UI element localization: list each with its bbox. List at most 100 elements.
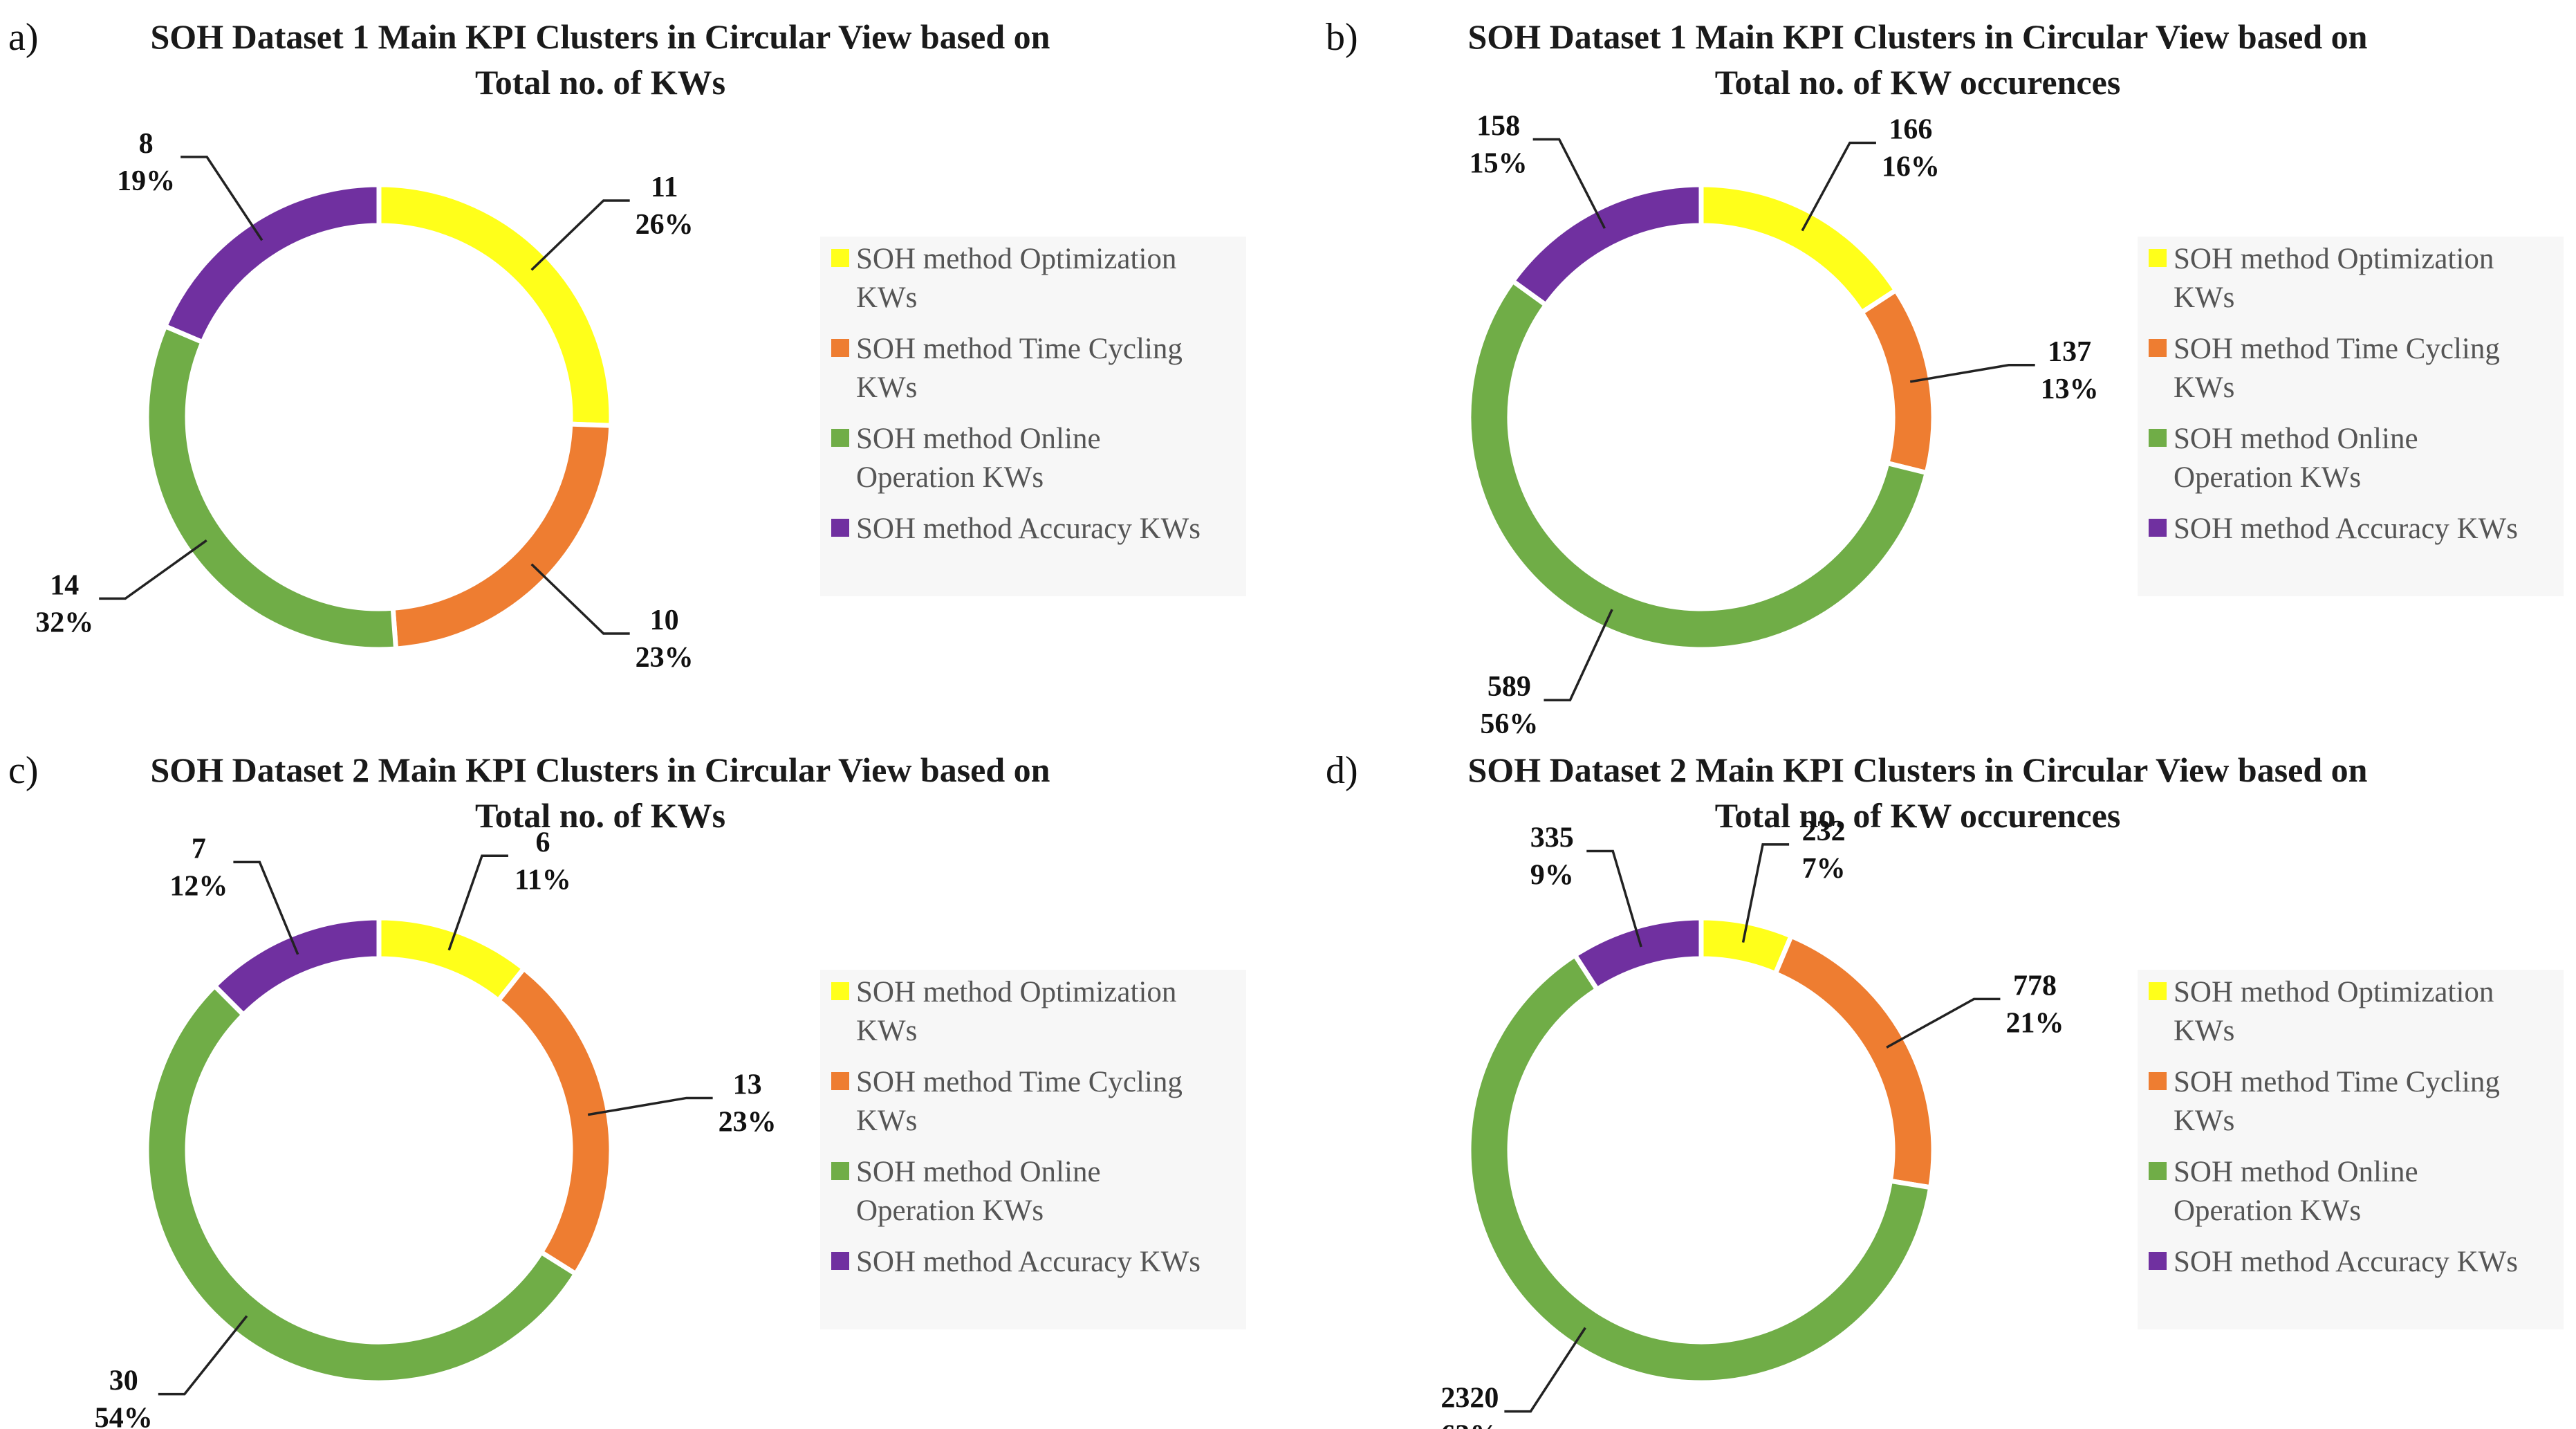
data-label-value: 2320 [1440, 1383, 1499, 1414]
chart-legend: SOH method Optimization KWs SOH method Tim… [820, 237, 1246, 596]
legend-label: SOH method Accuracy KWs [2174, 513, 2518, 545]
legend-background [2138, 237, 2564, 596]
chart-panel-a: a) SOH Dataset 1 Main KPI Clusters in Cir… [8, 16, 1246, 674]
legend-label: KWs [2174, 282, 2234, 314]
panel-label: a) [8, 16, 39, 59]
data-label-percent: 16% [1882, 151, 1940, 183]
data-label-percent: 26% [636, 209, 694, 241]
panel-label: d) [1326, 749, 1358, 792]
legend-swatch-online-operation [2149, 429, 2167, 447]
legend-label: SOH method Optimization [856, 243, 1176, 275]
data-label-value: 335 [1530, 822, 1574, 854]
legend-label: KWs [856, 371, 917, 404]
legend-label: Operation KWs [2174, 461, 2361, 494]
legend-label: SOH method Online [856, 423, 1101, 455]
data-label-value: 137 [2048, 336, 2091, 368]
leader-line [99, 539, 207, 600]
data-label-percent: 7% [1802, 853, 1846, 885]
legend-swatch-time-cycling [2149, 1072, 2167, 1090]
panel-label: b) [1326, 16, 1358, 59]
data-label-value: 11 [651, 172, 678, 203]
data-label-value: 14 [50, 569, 79, 601]
donut-slice-accuracy [1571, 915, 1704, 993]
legend-swatch-optimization [2149, 249, 2167, 267]
donut-slice-online-operation [1466, 277, 1930, 652]
chart-title-line: Total no. of KW occurences [1715, 63, 2121, 102]
data-label-percent: 15% [1470, 147, 1528, 179]
donut-slice-time-cycling [494, 965, 614, 1278]
legend-swatch-time-cycling [831, 339, 849, 357]
donut-slice-accuracy [211, 915, 382, 1019]
chart-legend: SOH method Optimization KWs SOH method Tim… [2138, 237, 2564, 596]
legend-label: KWs [856, 1105, 917, 1137]
leader-line [1544, 609, 1613, 701]
legend-label: SOH method Time Cycling [2174, 1066, 2500, 1098]
chart-title-line: Total no. of KWs [475, 63, 725, 102]
legend-background [820, 237, 1246, 596]
chart-title-line: SOH Dataset 2 Main KPI Clusters in Circu… [1468, 750, 2368, 789]
data-label-percent: 32% [35, 607, 93, 638]
leader-line [1886, 997, 2001, 1049]
legend-label: SOH method Time Cycling [856, 1066, 1183, 1098]
legend-label: SOH method Online [856, 1156, 1101, 1188]
donut-slice-online-operation [144, 982, 580, 1385]
legend-label: SOH method Accuracy KWs [856, 1246, 1201, 1278]
donut-slice-time-cycling [1858, 286, 1936, 476]
panel-label: c) [8, 749, 39, 792]
donut-slice-time-cycling [1772, 932, 1936, 1190]
legend-label: SOH method Optimization [2174, 243, 2494, 275]
legend-swatch-accuracy [2149, 519, 2167, 537]
donut-slice-optimization [376, 915, 528, 1004]
donut-slice-optimization [1698, 182, 1900, 316]
legend-background [2138, 970, 2564, 1329]
data-label-value: 10 [650, 605, 679, 636]
leader-line [447, 854, 508, 951]
data-label-value: 589 [1488, 671, 1531, 703]
legend-swatch-online-operation [831, 1162, 849, 1180]
leader-line [233, 860, 299, 955]
legend-label: KWs [2174, 1105, 2234, 1137]
legend-background [820, 970, 1246, 1329]
chart-title-line: SOH Dataset 1 Main KPI Clusters in Circu… [151, 17, 1050, 56]
donut-slice-accuracy [1509, 182, 1704, 308]
leader-line [1586, 849, 1642, 948]
donut-slice-time-cycling [390, 421, 614, 652]
chart-title-line: Total no. of KWs [475, 796, 725, 835]
leader-line [530, 563, 630, 635]
chart-title-line: SOH Dataset 1 Main KPI Clusters in Circu… [1468, 17, 2368, 56]
data-label-value: 778 [2013, 970, 2057, 1002]
legend-label: SOH method Online [2174, 423, 2418, 455]
leader-line [180, 156, 263, 241]
donut-slice-online-operation [1466, 952, 1934, 1385]
data-label-percent: 54% [95, 1403, 153, 1429]
chart-panel-c: c) SOH Dataset 2 Main KPI Clusters in Cir… [8, 749, 1246, 1429]
chart-panel-d: d) SOH Dataset 2 Main KPI Clusters in Cir… [1326, 749, 2564, 1429]
donut-slice-optimization [376, 182, 614, 428]
data-label-percent: 11% [515, 864, 571, 896]
data-label-value: 13 [733, 1069, 762, 1100]
legend-swatch-optimization [2149, 982, 2167, 1000]
legend-label: KWs [2174, 1015, 2234, 1047]
data-label-percent: 19% [117, 165, 175, 197]
legend-swatch-optimization [831, 982, 849, 1000]
legend-swatch-online-operation [2149, 1162, 2167, 1180]
legend-label: SOH method Time Cycling [2174, 333, 2500, 365]
chart-legend: SOH method Optimization KWs SOH method Tim… [2138, 970, 2564, 1329]
leader-line [158, 1315, 248, 1396]
legend-swatch-accuracy [831, 519, 849, 537]
chart-title-line: Total no. of KW occurences [1715, 796, 2121, 835]
chart-legend: SOH method Optimization KWs SOH method Tim… [820, 970, 1246, 1329]
leader-line [1504, 1327, 1586, 1413]
data-label-percent: 13% [2041, 374, 2099, 405]
data-label-value: 8 [139, 128, 154, 160]
legend-label: KWs [2174, 371, 2234, 404]
legend-label: Operation KWs [856, 1195, 1044, 1227]
donut-slice-accuracy [162, 182, 382, 346]
data-label-percent: 23% [719, 1106, 777, 1138]
data-label-value: 7 [192, 833, 206, 865]
data-label-percent: 56% [1480, 708, 1538, 740]
donut-slice-online-operation [144, 322, 399, 652]
leader-line [1532, 138, 1606, 229]
legend-label: SOH method Optimization [2174, 976, 2494, 1008]
